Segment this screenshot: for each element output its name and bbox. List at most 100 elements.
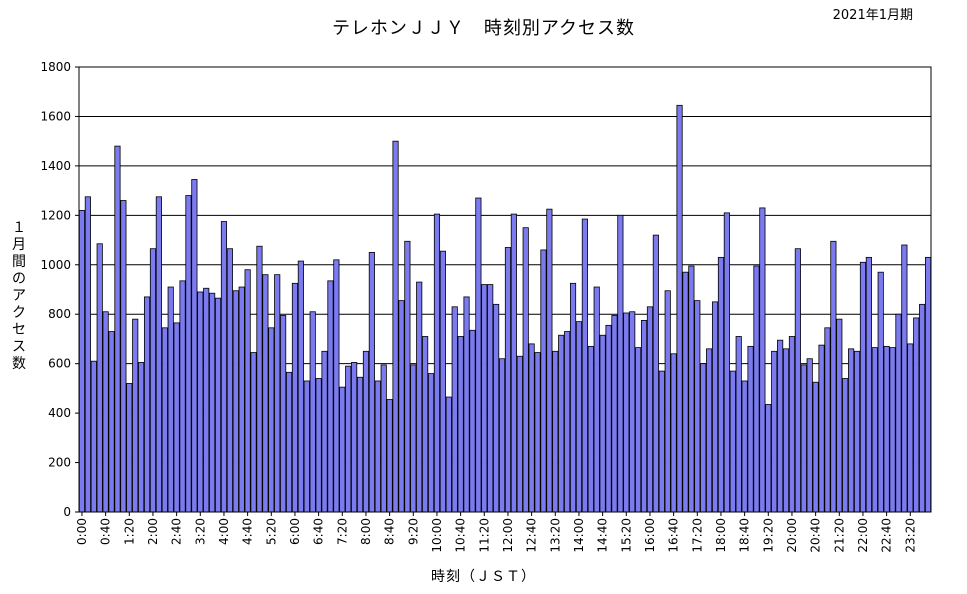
- bar: [711, 301, 719, 513]
- bar: [694, 300, 701, 513]
- bar: [203, 287, 210, 513]
- bar: [173, 322, 180, 513]
- bar: [457, 336, 464, 513]
- bar: [741, 380, 748, 513]
- bar: [605, 324, 612, 513]
- bar: [924, 256, 932, 513]
- bar: [392, 140, 399, 513]
- bar: [723, 212, 730, 513]
- bar: [209, 292, 216, 513]
- x-tick-label: 12:40: [525, 518, 539, 553]
- x-tick-label: 20:40: [809, 518, 823, 553]
- x-tick-label: 17:20: [690, 518, 704, 553]
- bar: [280, 315, 287, 513]
- bar: [451, 306, 458, 513]
- bar: [120, 200, 127, 513]
- bar: [481, 284, 488, 513]
- bar: [842, 378, 849, 513]
- bar: [611, 315, 618, 513]
- bar: [706, 348, 713, 513]
- x-tick-label: 19:20: [761, 518, 775, 553]
- x-tick-label: 9:20: [406, 518, 420, 545]
- x-tick-label: 0:00: [75, 518, 89, 545]
- x-tick-label: 14:40: [596, 518, 610, 553]
- bar: [824, 327, 831, 513]
- bar: [853, 350, 861, 513]
- bar: [327, 280, 334, 513]
- bar: [794, 248, 801, 513]
- bar: [161, 327, 168, 513]
- bar: [380, 364, 387, 513]
- bar: [877, 271, 884, 513]
- x-tick-label: 23:20: [903, 518, 917, 553]
- bar: [889, 347, 896, 513]
- period-label: 2021年1月期: [832, 8, 913, 23]
- bar: [167, 286, 174, 513]
- bar: [445, 396, 452, 513]
- x-tick-label: 21:20: [832, 518, 846, 553]
- bar: [747, 345, 754, 513]
- y-tick-label: 1600: [40, 109, 71, 123]
- bar: [913, 317, 920, 513]
- bar: [303, 380, 310, 513]
- bar: [374, 380, 381, 513]
- bar: [848, 348, 855, 513]
- bar: [765, 404, 772, 513]
- bar: [132, 318, 139, 513]
- bar: [759, 207, 766, 513]
- bar: [493, 303, 500, 513]
- bar: [149, 248, 157, 513]
- x-tick-label: 16:40: [667, 518, 681, 553]
- bar: [410, 364, 417, 513]
- bar: [439, 250, 446, 513]
- bar: [362, 350, 370, 513]
- bar: [575, 321, 583, 513]
- bar: [197, 291, 204, 513]
- bar: [138, 362, 145, 513]
- bar: [96, 243, 103, 513]
- bar: [528, 343, 535, 513]
- bar: [285, 371, 293, 513]
- bar: [339, 386, 346, 513]
- bar: [558, 334, 565, 513]
- y-tick-label: 800: [48, 307, 71, 321]
- bar: [564, 331, 571, 513]
- bar: [102, 311, 109, 513]
- bar: [771, 350, 778, 513]
- x-tick-labels: 0:00 0:40 1:20 2:00 2:40 3:20 4:00 4:40 5:20 6:00…: [75, 512, 917, 553]
- bar: [469, 329, 476, 513]
- bar: [516, 355, 523, 513]
- bar: [800, 364, 807, 513]
- bar: [777, 339, 784, 513]
- x-tick-label: 10:40: [454, 518, 468, 553]
- x-tick-label: 1:20: [122, 518, 136, 545]
- bar: [623, 312, 630, 513]
- bar: [155, 196, 162, 513]
- x-tick-label: 14:00: [572, 518, 586, 553]
- bar: [78, 209, 86, 513]
- y-tick-label: 600: [48, 357, 71, 371]
- x-tick-label: 10:00: [430, 518, 444, 553]
- bar: [670, 353, 677, 513]
- x-tick-label: 16:00: [643, 518, 657, 553]
- bar: [315, 378, 322, 513]
- bar: [179, 280, 186, 513]
- x-tick-label: 3:20: [193, 518, 207, 545]
- bar: [688, 265, 695, 513]
- x-axis-label: 時刻（ＪＳＴ）: [431, 569, 536, 585]
- bar: [593, 286, 600, 513]
- x-tick-label: 22:00: [856, 518, 870, 553]
- x-tick-label: 2:40: [170, 518, 184, 545]
- bar: [297, 260, 304, 513]
- bar: [587, 345, 594, 513]
- bar: [901, 244, 908, 513]
- bar: [498, 358, 506, 513]
- x-tick-label: 13:20: [548, 518, 562, 553]
- bar: [871, 347, 878, 513]
- bar: [552, 350, 559, 513]
- bar: [321, 350, 328, 513]
- x-tick-label: 0:40: [99, 518, 113, 545]
- bar: [84, 196, 91, 513]
- bar: [427, 373, 435, 513]
- x-tick-label: 2:00: [146, 518, 160, 545]
